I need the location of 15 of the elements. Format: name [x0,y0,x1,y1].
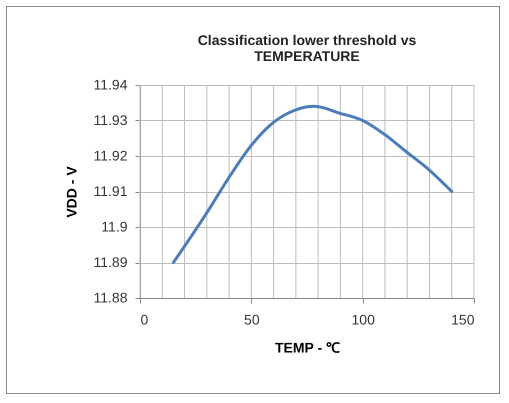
y-tick-label: 11.89 [94,254,128,270]
x-axis-title: TEMP - ℃ [274,340,340,356]
chart-title: Classification lower threshold vs TEMPERATURE [198,32,417,64]
x-tick-label: 50 [244,312,260,328]
y-tick-label: 11.94 [94,76,128,92]
y-tick-label: 11.88 [94,290,128,306]
y-tick-label: 11.91 [94,183,128,199]
x-tick-label: 0 [140,312,148,328]
y-tick-label: 11.93 [94,112,128,128]
x-tick-label: 100 [351,312,376,328]
y-axis-title: VDD - V [64,166,80,218]
line-series [172,104,454,264]
y-tick-label: 11.9 [101,218,128,234]
y-tick-label: 11.92 [94,148,128,164]
x-tick-label: 150 [451,312,475,328]
